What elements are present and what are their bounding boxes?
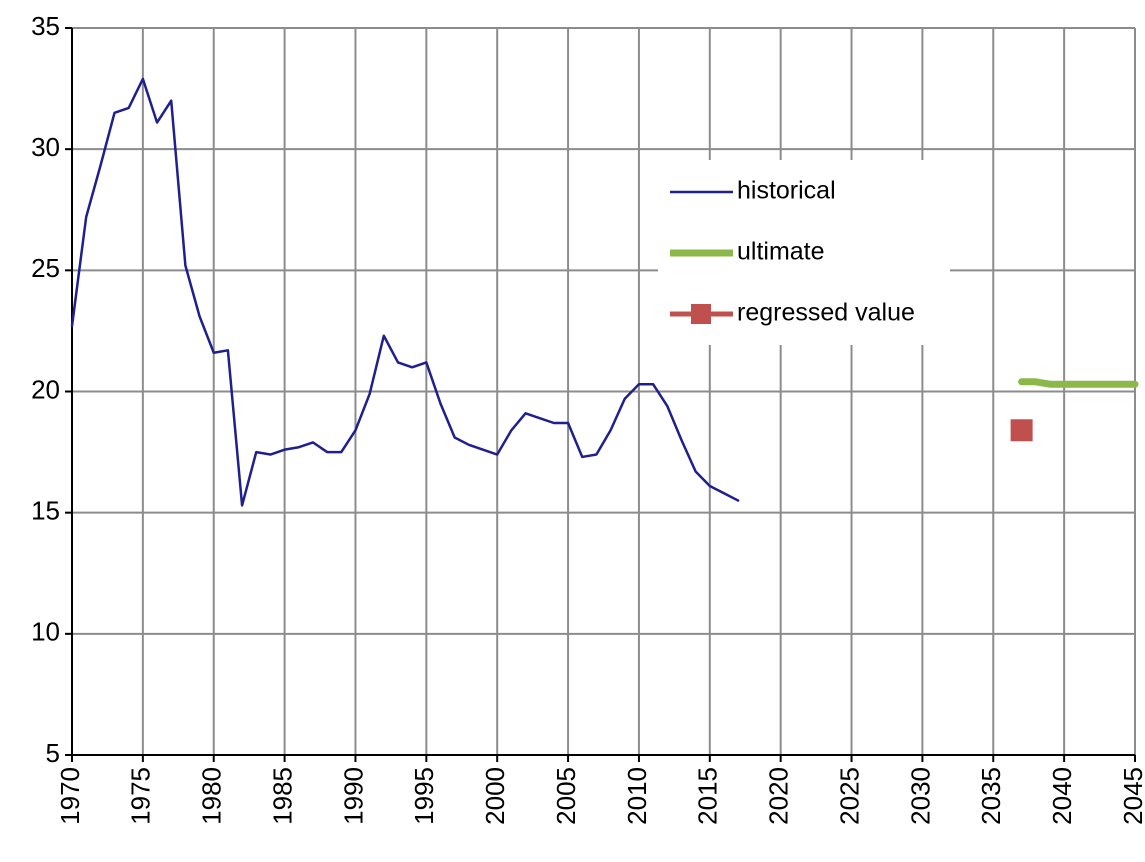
x-tick-label: 2025	[834, 767, 864, 825]
y-tick-label: 10	[31, 617, 60, 647]
x-tick-label: 2040	[1047, 767, 1077, 825]
x-tick-label: 2015	[693, 767, 723, 825]
x-tick-label: 2020	[764, 767, 794, 825]
x-tick-label: 1990	[338, 767, 368, 825]
x-tick-label: 1985	[267, 767, 297, 825]
y-tick-label: 20	[31, 374, 60, 404]
series-line	[70, 77, 740, 507]
legend-label: historical	[737, 177, 836, 205]
y-tick-label: 35	[31, 11, 60, 41]
x-tick-label: 1970	[55, 767, 85, 825]
x-tick-label: 2035	[976, 767, 1006, 825]
y-tick-label: 15	[31, 496, 60, 526]
x-tick-label: 2030	[905, 767, 935, 825]
marker	[1010, 419, 1033, 442]
y-tick-label: 30	[31, 132, 60, 162]
x-tick-label: 2005	[551, 767, 581, 825]
x-tick-label: 1975	[126, 767, 156, 825]
x-tick-label: 2045	[1118, 767, 1145, 825]
series-line	[1018, 378, 1139, 388]
x-tick-label: 2010	[622, 767, 652, 825]
y-tick-label: 5	[46, 738, 60, 768]
legend-label: regressed value	[737, 299, 915, 327]
y-tick-label: 25	[31, 253, 60, 283]
x-tick-label: 2000	[480, 767, 510, 825]
legend: historical ultimate regressed value	[658, 160, 950, 345]
legend-label: ultimate	[737, 238, 825, 266]
x-tick-label: 1980	[197, 767, 227, 825]
x-tick-label: 1995	[409, 767, 439, 825]
legend-swatch	[691, 304, 711, 324]
